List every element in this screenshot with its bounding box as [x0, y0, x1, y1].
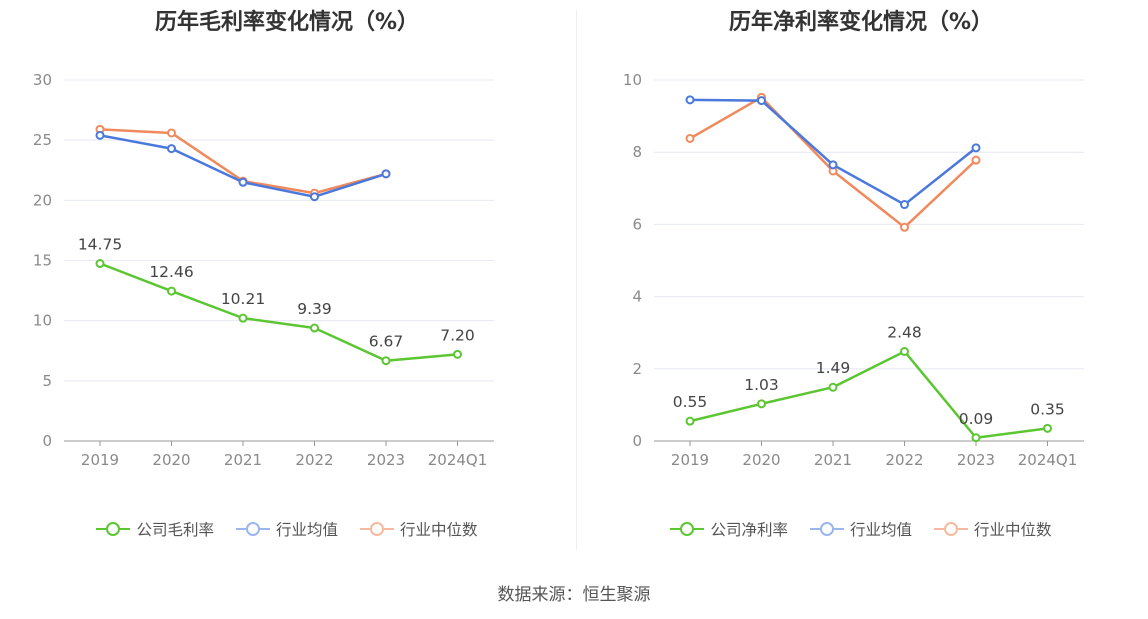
industry-avg-point	[238, 177, 248, 187]
company-point	[971, 433, 981, 443]
net-margin-chart: 历年净利率变化情况（%） 0 2 4 6 8 10 2019 2020 2021 2022 2023…	[574, 0, 1148, 560]
legend: 公司净利率 行业均值 行业中位数	[574, 518, 1148, 540]
legend: 公司毛利率 行业均值 行业中位数	[0, 518, 574, 540]
industry-avg-point	[381, 169, 391, 179]
y-tick-label: 10	[33, 312, 52, 330]
legend-item-industry-avg[interactable]: 行业均值	[235, 518, 338, 540]
x-tick-label: 2023	[367, 451, 405, 469]
legend-label: 行业均值	[275, 521, 338, 539]
company-point	[685, 416, 695, 426]
y-tick-label: 6	[632, 215, 642, 233]
gross-margin-chart: 历年毛利率变化情况（%） 0 5 10 15 20 25 30 2019 2020 2021 202…	[0, 0, 574, 560]
x-tick-label: 2019	[81, 451, 119, 469]
legend-line-circle-icon	[670, 521, 705, 537]
data-label: 1.49	[816, 359, 851, 377]
data-label: 0.35	[1030, 400, 1065, 418]
data-label: 9.39	[297, 300, 332, 318]
y-tick-label: 10	[623, 71, 642, 89]
industry-median-point	[685, 133, 695, 143]
legend-label: 行业中位数	[974, 521, 1052, 539]
industry-avg-point	[757, 96, 766, 106]
company-line	[689, 350, 1048, 440]
legend-line-circle-icon	[934, 521, 968, 537]
legend-line-circle-icon	[809, 521, 844, 537]
x-tick-label: 2024Q1	[428, 451, 488, 469]
x-tick-label: 2023	[957, 451, 995, 469]
company-point	[238, 313, 248, 323]
legend-line-circle-icon	[235, 521, 270, 537]
x-tick-label: 2019	[671, 451, 709, 469]
x-tick-label: 2021	[224, 451, 262, 469]
y-tick-label: 5	[42, 372, 52, 390]
data-label: 6.67	[369, 333, 404, 351]
y-tick-label: 0	[42, 432, 52, 450]
company-point	[381, 356, 391, 366]
company-point	[453, 349, 462, 359]
data-label: 2.48	[887, 323, 922, 341]
data-label: 1.03	[744, 376, 779, 394]
industry-avg-point	[900, 200, 909, 210]
y-tick-label: 0	[632, 432, 642, 450]
legend-label: 行业均值	[849, 521, 912, 539]
y-tick-label: 25	[33, 131, 52, 149]
x-tick-label: 2022	[295, 451, 333, 469]
company-point	[900, 346, 909, 356]
legend-line-circle-icon	[360, 521, 394, 537]
x-tick-label: 2022	[885, 451, 923, 469]
company-point	[1043, 423, 1052, 433]
chart-title: 历年毛利率变化情况（%）	[154, 10, 420, 35]
industry-avg-point	[685, 95, 695, 105]
legend-label: 公司毛利率	[136, 521, 214, 539]
industry-avg-point	[310, 192, 319, 202]
industry-avg-point	[828, 160, 838, 170]
industry-median-point	[971, 155, 981, 165]
data-label: 0.55	[673, 393, 708, 411]
data-source: 数据来源：恒生聚源	[497, 585, 651, 605]
y-tick-label: 20	[33, 191, 52, 209]
y-tick-label: 15	[33, 252, 52, 270]
legend-item-company[interactable]: 公司毛利率	[96, 518, 214, 540]
legend-item-industry-median[interactable]: 行业中位数	[360, 518, 478, 540]
x-tick-label: 2021	[814, 451, 852, 469]
legend-label: 公司净利率	[710, 521, 788, 539]
y-tick-label: 8	[632, 143, 642, 161]
legend-label: 行业中位数	[400, 521, 478, 539]
company-point	[310, 323, 319, 333]
y-tick-label: 2	[632, 360, 642, 378]
industry-avg-point	[95, 130, 105, 140]
data-label: 12.46	[149, 263, 193, 281]
company-point	[757, 399, 766, 409]
data-label: 7.20	[440, 326, 475, 344]
industry-avg-point	[167, 144, 176, 154]
company-point	[828, 382, 838, 392]
panel-divider	[576, 10, 577, 550]
y-tick-label: 30	[33, 71, 52, 89]
industry-median-point	[167, 128, 176, 138]
data-label: 10.21	[221, 290, 265, 308]
net-margin-plot: 0 2 4 6 8 10 2019 2020 2021 2022 2023 2024Q1 0.55 1.0…	[623, 71, 1084, 469]
industry-avg-line	[99, 134, 387, 198]
legend-item-industry-avg[interactable]: 行业均值	[809, 518, 912, 540]
x-tick-label: 2024Q1	[1018, 451, 1078, 469]
industry-median-point	[900, 222, 909, 232]
x-tick-label: 2020	[742, 451, 780, 469]
data-label: 0.09	[959, 410, 994, 428]
industry-avg-point	[971, 143, 981, 153]
gross-margin-plot: 0 5 10 15 20 25 30 2019 2020 2021 2022 2023 2024Q1 14…	[33, 71, 494, 469]
company-point	[167, 286, 176, 296]
chart-title: 历年净利率变化情况（%）	[728, 10, 994, 35]
company-point	[95, 259, 105, 269]
legend-item-industry-median[interactable]: 行业中位数	[934, 518, 1052, 540]
x-tick-label: 2020	[152, 451, 190, 469]
y-tick-label: 4	[632, 288, 642, 306]
legend-item-company[interactable]: 公司净利率	[670, 518, 788, 540]
data-label: 14.75	[78, 236, 122, 254]
legend-line-circle-icon	[96, 521, 131, 537]
company-line	[99, 262, 458, 362]
